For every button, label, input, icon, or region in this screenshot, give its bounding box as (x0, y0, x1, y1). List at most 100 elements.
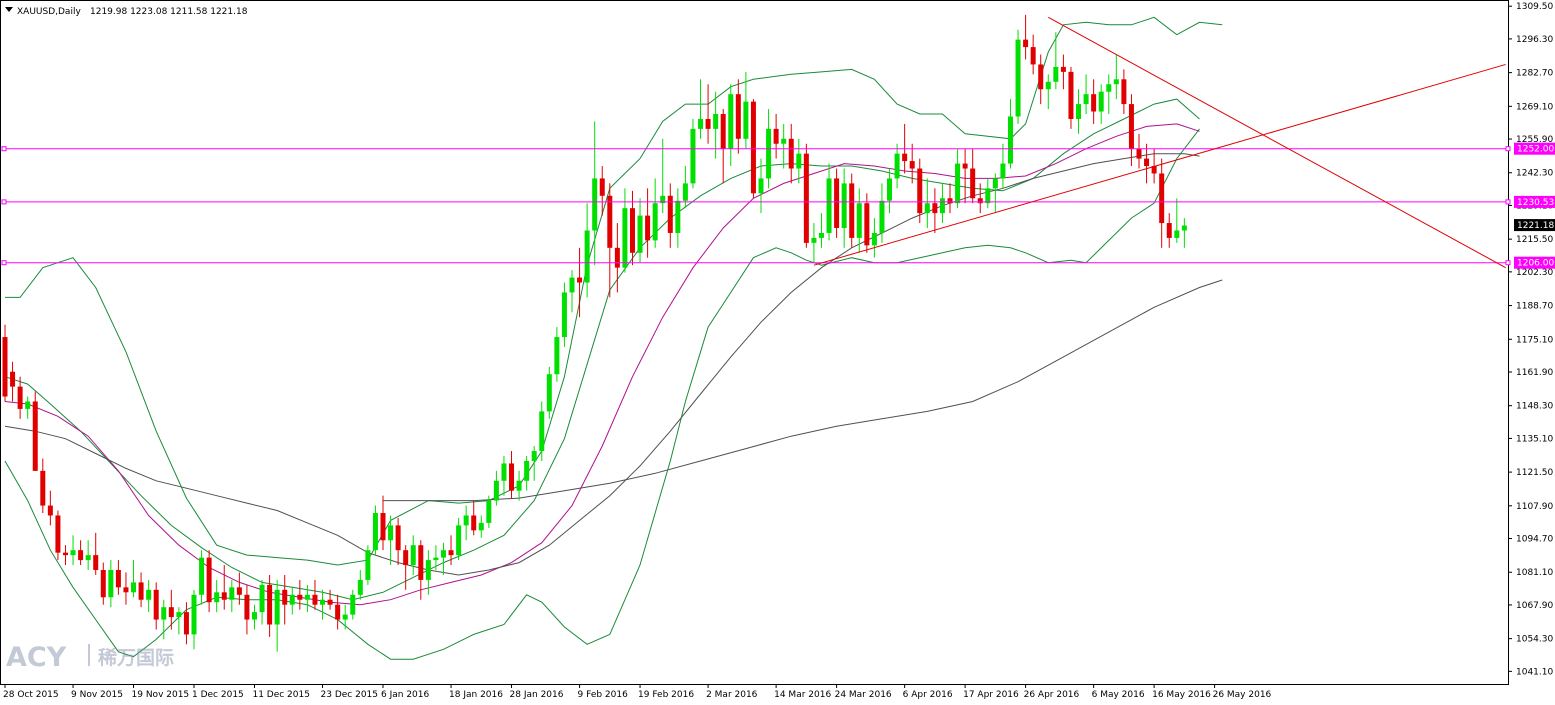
candle (131, 560, 137, 598)
candle (10, 361, 16, 402)
candle-body (766, 128, 772, 179)
candle (471, 500, 477, 536)
candle (206, 550, 212, 613)
candle (773, 114, 779, 159)
candle (138, 572, 144, 608)
watermark-brand: ACY (6, 642, 67, 673)
candle-body (607, 195, 613, 248)
candle (977, 183, 983, 214)
candle (614, 223, 620, 293)
candle-body (1121, 79, 1127, 105)
level-handle[interactable] (1, 199, 7, 205)
candle (153, 582, 159, 630)
x-tick-label: 6 Apr 2016 (903, 690, 953, 700)
candle-body (244, 594, 250, 620)
level-handle[interactable] (1505, 260, 1511, 266)
candle-body (682, 183, 688, 201)
candle-body (796, 153, 802, 169)
y-tick-label: 1242.30 (1516, 169, 1553, 179)
level-handle[interactable] (1, 146, 7, 152)
candle-body (282, 589, 288, 605)
x-tick-label: 11 Dec 2015 (252, 690, 309, 700)
y-tick-label: 1054.30 (1516, 635, 1553, 645)
candle-body (909, 161, 915, 169)
candle-body (1000, 163, 1006, 179)
candle (569, 270, 575, 313)
candle (372, 505, 378, 556)
candle (1053, 32, 1059, 90)
candle-body (342, 614, 348, 620)
candle (818, 213, 824, 248)
candle-body (1038, 64, 1044, 90)
x-tick-label: 1 Dec 2015 (192, 690, 244, 700)
candle-body (463, 515, 469, 526)
candle-body (108, 570, 114, 598)
level-tag-box (1514, 195, 1555, 208)
candle-body (1181, 225, 1187, 231)
candle (1076, 89, 1082, 134)
candle-body (1166, 223, 1172, 238)
candle-body (1174, 230, 1180, 238)
candle (267, 574, 273, 637)
x-tick-label: 9 Nov 2015 (71, 690, 123, 700)
candle-body (660, 195, 666, 204)
x-tick-label: 6 Jan 2016 (381, 690, 429, 700)
candle (236, 572, 242, 605)
y-tick-label: 1067.90 (1516, 601, 1553, 611)
y-tick-label: 1161.90 (1516, 368, 1553, 378)
candle (970, 148, 976, 204)
candle-body (199, 557, 205, 595)
candle-body (350, 594, 356, 615)
candle (78, 540, 84, 566)
candle (735, 79, 741, 154)
candle-body (1151, 166, 1157, 174)
candle (40, 458, 46, 513)
candle (168, 589, 174, 630)
candle-body (645, 215, 651, 241)
candle (682, 166, 688, 209)
level-handle[interactable] (1505, 199, 1511, 205)
candle-body (100, 570, 106, 598)
candle-body (25, 401, 31, 409)
candle (25, 396, 31, 419)
candle (871, 218, 877, 258)
candle-body (138, 582, 144, 600)
candle (312, 579, 318, 610)
candle (463, 505, 469, 541)
candle (85, 540, 91, 570)
candle (834, 168, 840, 238)
trendline[interactable] (1048, 16, 1506, 269)
candle-body (1083, 94, 1089, 105)
x-tick-label: 23 Dec 2015 (321, 690, 379, 700)
y-tick-label: 1107.90 (1516, 502, 1553, 512)
candle (743, 71, 749, 149)
candle (62, 545, 68, 566)
candle (841, 168, 847, 248)
y-tick-label: 1282.70 (1516, 69, 1553, 79)
candle (418, 540, 424, 600)
candle-body (168, 607, 174, 618)
candle-body (977, 198, 983, 204)
candle-body (335, 604, 341, 620)
y-tick-label: 1121.50 (1516, 468, 1553, 478)
candle-body (584, 230, 590, 283)
candle-body (864, 203, 870, 246)
candle-body (55, 515, 61, 553)
candle (803, 143, 809, 248)
candle (864, 193, 870, 253)
candle (811, 223, 817, 263)
candle-body (962, 163, 968, 169)
candle (554, 327, 560, 382)
watermark: ACY 稀万国际 (6, 642, 174, 673)
level-tag-label: 1252.00 (1517, 145, 1554, 155)
level-handle[interactable] (1505, 146, 1511, 152)
candle (183, 602, 189, 645)
level-handle[interactable] (1, 260, 7, 266)
candle-body (735, 94, 741, 139)
candle (1113, 54, 1119, 100)
trendline[interactable] (813, 63, 1506, 266)
candle-body (788, 138, 794, 169)
candle (909, 143, 915, 184)
candle-body (939, 198, 945, 214)
